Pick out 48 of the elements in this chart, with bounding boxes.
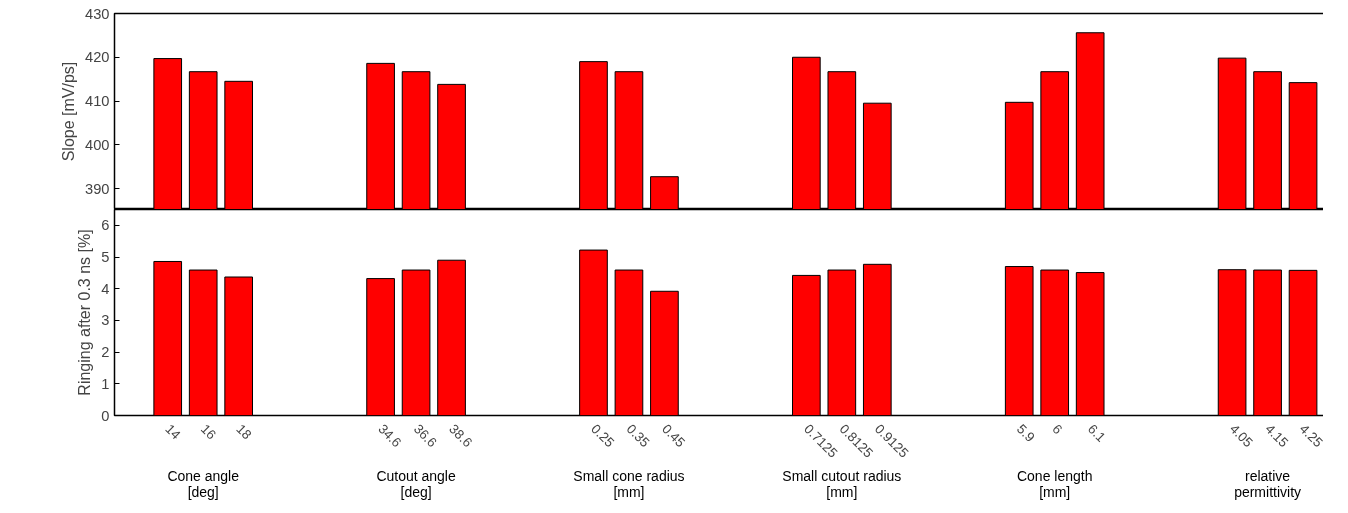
bar	[792, 274, 821, 416]
y-tick-label: 3	[101, 312, 110, 329]
y-tick-label: 6	[101, 217, 110, 234]
text: Small cone radius [mm]	[573, 467, 685, 500]
text: Cone angle [deg]	[167, 467, 240, 500]
y-tick-label: 1	[101, 375, 110, 392]
bar	[1253, 269, 1282, 416]
bar	[437, 259, 466, 416]
text: Cutout angle [deg]	[376, 467, 456, 500]
y-tick-label: 400	[85, 136, 110, 153]
bar	[401, 269, 431, 416]
bar	[1288, 269, 1318, 416]
x-tick-label: 0.35	[623, 421, 653, 451]
x-tick-label: 14	[162, 421, 184, 443]
y-tick-label: 390	[85, 180, 110, 197]
bar	[188, 269, 218, 416]
y-tick-label: 5	[101, 249, 110, 266]
bar	[579, 249, 608, 416]
y-tick-label: 2	[101, 344, 110, 361]
x-tick-label: 4.15	[1262, 421, 1292, 451]
bar	[614, 269, 644, 416]
bar	[650, 290, 679, 416]
bar	[1040, 269, 1070, 416]
x-tick-label: 6	[1049, 421, 1066, 438]
bar	[827, 269, 857, 416]
y-tick-label: 410	[85, 93, 110, 109]
y-axis-title: Slope [mV/ps]	[60, 61, 78, 162]
x-tick-label: 16	[197, 421, 219, 443]
bar	[1217, 269, 1247, 416]
text: Cone length [mm]	[1016, 467, 1093, 500]
x-tick-label: 4.25	[1296, 421, 1326, 451]
x-tick-label: 4.05	[1226, 421, 1256, 451]
x-tick-label: 6.1	[1084, 421, 1109, 445]
bar	[153, 260, 183, 416]
y-tick-label: 4	[101, 280, 110, 297]
bar	[1075, 272, 1105, 416]
y-tick-label: 430	[85, 5, 110, 22]
bar	[862, 263, 892, 416]
y-tick-label: 0	[101, 407, 110, 424]
bar	[366, 278, 395, 416]
x-tick-label: 18	[233, 421, 255, 443]
y-tick-label: 420	[85, 49, 110, 66]
bar	[1004, 266, 1034, 416]
text: relative permittivity	[1234, 467, 1302, 500]
x-tick-label: 5.9	[1013, 421, 1038, 445]
y-axis-title: Ringing after 0.3 ns [%]	[76, 229, 94, 396]
text: Small cutout radius [mm]	[782, 467, 902, 500]
bar	[224, 276, 254, 416]
